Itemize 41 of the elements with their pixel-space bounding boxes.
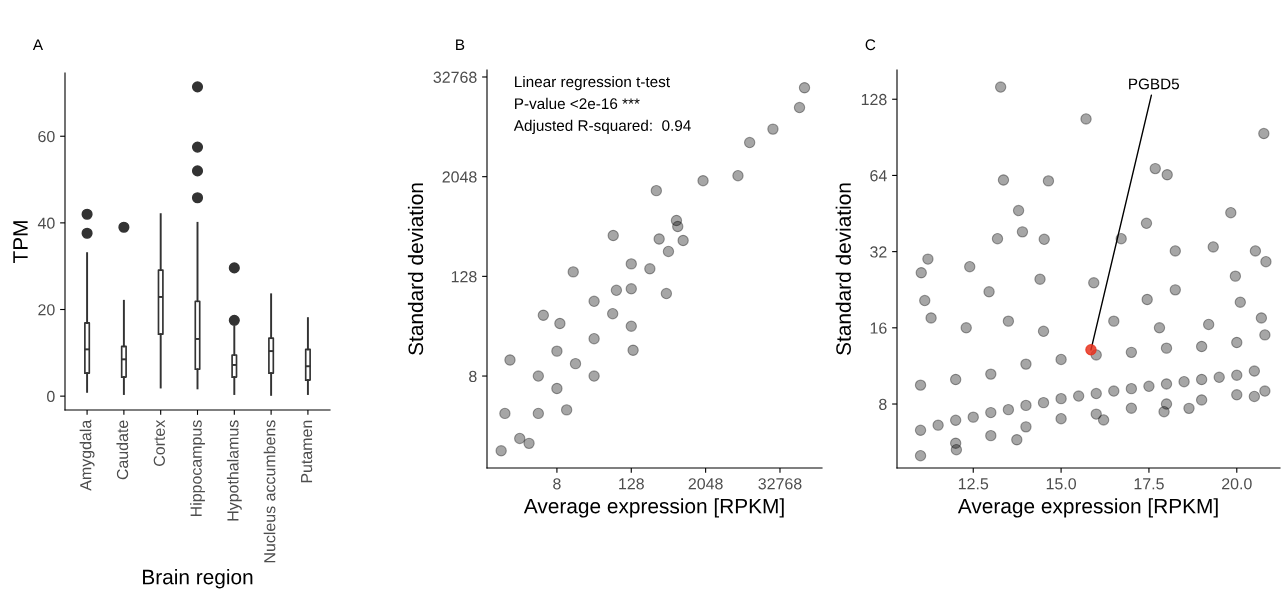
y-tick-label: 32768 (433, 71, 477, 83)
y-tick-label: 16 (870, 322, 887, 334)
annotation: Linear regression t-test (515, 75, 670, 91)
x-tick-label: Cortex (153, 419, 165, 466)
y-axis-title: TPM (13, 221, 28, 264)
y-tick-label: 2048 (442, 171, 477, 183)
annotation: Adjusted R-squared: 0.94 (513, 119, 691, 134)
x-tick-label: 12.5 (958, 478, 989, 490)
x-tick-label: Caudate (116, 420, 129, 480)
x-tick-label: 8 (553, 478, 561, 490)
x-tick-label: 2048 (688, 478, 723, 490)
x-tick-label: Amygdala (79, 419, 95, 491)
y-tick-label: 60 (38, 130, 55, 143)
y-tick-label: 20 (38, 304, 55, 316)
x-tick-label: 17.5 (1134, 478, 1164, 490)
chart-title: A (32, 39, 44, 50)
x-tick-label: 15.0 (1046, 478, 1077, 490)
y-tick-label: 8 (879, 398, 887, 410)
y-tick-label: 40 (37, 217, 55, 229)
x-tick-label: 128 (619, 478, 644, 490)
y-tick-label: 32 (870, 246, 887, 258)
x-tick-label: 32768 (758, 478, 802, 490)
x-tick-label: Hippocampus (190, 420, 205, 517)
annotation: PGBD5 (1129, 78, 1180, 90)
y-tick-label: 0 (47, 390, 55, 403)
x-tick-label: Nucleus accumbens (263, 420, 276, 563)
y-axis-title: Standard deviation (407, 183, 424, 355)
x-tick-label: 20.0 (1222, 478, 1252, 490)
chart-title: B (456, 39, 465, 50)
y-tick-label: 8 (469, 370, 477, 382)
chart-title: C (865, 39, 876, 51)
y-tick-label: 128 (861, 93, 887, 106)
y-tick-label: 64 (870, 170, 887, 182)
annotation: P-value <2e-16 *** (515, 97, 640, 110)
y-axis-title: Standard deviation (835, 183, 851, 355)
x-tick-label: Hypothalamus (226, 420, 242, 521)
x-tick-label: Putamen (301, 420, 313, 483)
x-axis-title: Average expression [RPKM] (957, 498, 1218, 518)
x-axis-title: Average expression [RPKM] (523, 498, 784, 518)
x-axis-title: Brain region (143, 569, 253, 589)
y-tick-label: 128 (451, 271, 477, 283)
